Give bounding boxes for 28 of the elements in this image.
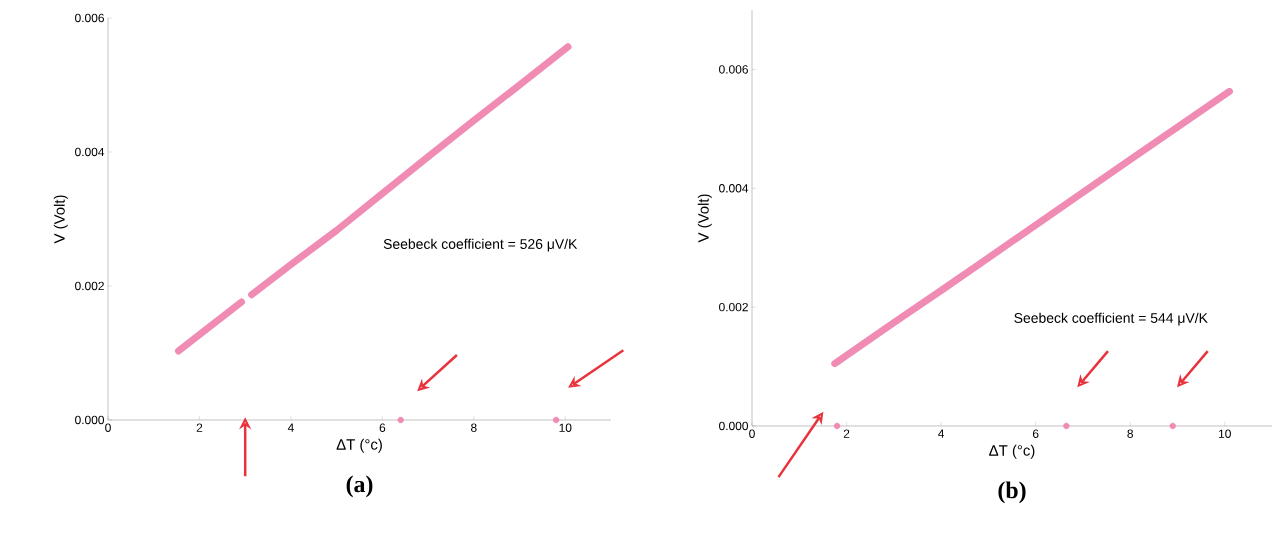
x-tick-label: 2 xyxy=(196,423,203,432)
text: (b) xyxy=(998,481,1026,504)
x-tick-label: 4 xyxy=(287,423,294,432)
x-axis-title: ΔT (°c) xyxy=(989,444,1035,459)
y-tick-label: 0.002 xyxy=(719,302,748,312)
x-tick-label: 6 xyxy=(1032,429,1039,438)
text: (a) xyxy=(346,475,373,498)
y-tick-label: 0.000 xyxy=(75,415,105,425)
annotation: Seebeck coefficient = 526 μV/K xyxy=(383,238,578,252)
y-tick-label: 0.000 xyxy=(719,421,749,431)
x-tick-label: 10 xyxy=(1219,429,1231,438)
y-tick-label: 0.004 xyxy=(719,184,749,193)
x-tick-label: 4 xyxy=(938,429,945,438)
x-tick-label: 10 xyxy=(559,423,572,432)
x-tick-label: 0 xyxy=(105,423,111,432)
y-tick-label: 0.006 xyxy=(75,13,104,23)
annotation: Seebeck coefficient = 544 μV/K xyxy=(1014,312,1208,326)
y-tick-label: 0.004 xyxy=(75,147,105,157)
x-tick-label: 0 xyxy=(749,429,755,438)
x-tick-label: 8 xyxy=(1127,429,1133,438)
x-axis-title: ΔT (°c) xyxy=(336,438,382,453)
x-tick-label: 6 xyxy=(379,423,386,432)
y-axis-title: V (Volt) xyxy=(697,194,712,243)
y-tick-label: 0.006 xyxy=(719,65,748,74)
x-tick-label: 2 xyxy=(843,429,850,438)
x-tick-label: 8 xyxy=(471,423,477,432)
y-axis-title: V (Volt) xyxy=(53,195,68,244)
y-tick-label: 0.002 xyxy=(75,281,104,291)
